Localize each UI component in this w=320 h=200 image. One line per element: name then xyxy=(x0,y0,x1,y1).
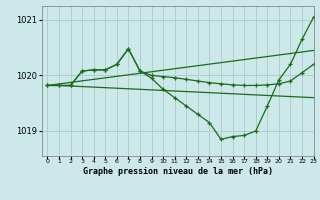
X-axis label: Graphe pression niveau de la mer (hPa): Graphe pression niveau de la mer (hPa) xyxy=(83,167,273,176)
